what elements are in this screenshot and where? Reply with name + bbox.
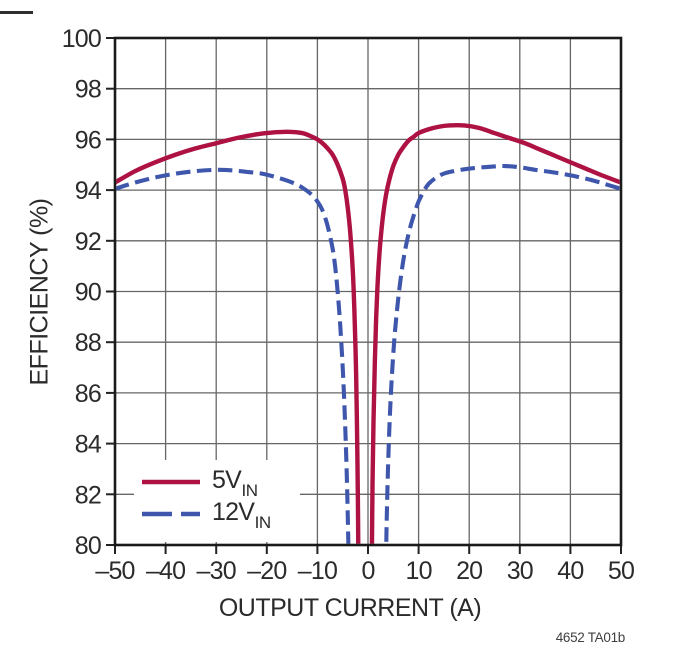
figure-caption: 4652 TA01b (555, 630, 626, 645)
y-tick-label: 98 (75, 76, 101, 104)
y-axis-title: EFFICIENCY (%) (25, 198, 54, 386)
legend-label-12vin: 12VIN (212, 497, 271, 532)
x-tick-label: –10 (298, 557, 337, 585)
legend-label-5vin: 5VIN (212, 465, 258, 500)
y-tick-label: 80 (75, 532, 101, 560)
x-tick-label: 50 (608, 557, 634, 585)
curve-5vin (116, 129, 361, 544)
x-tick-label: 30 (507, 557, 533, 585)
x-tick-label: 40 (557, 557, 583, 585)
y-tick-label: 100 (62, 25, 101, 53)
y-tick-label: 86 (75, 380, 101, 408)
y-tick-label: 90 (75, 279, 101, 307)
x-tick-label: –40 (146, 557, 185, 585)
x-axis-title: OUTPUT CURRENT (A) (218, 594, 482, 622)
x-tick-label: 10 (405, 557, 431, 585)
y-tick-label: 94 (75, 177, 102, 205)
legend-item-5vin: 5VIN (142, 465, 258, 500)
y-tick-label: 82 (75, 481, 101, 509)
y-tick-label: 84 (75, 431, 102, 459)
legend: 5VIN 12VIN (134, 460, 300, 542)
y-tick-label: 92 (75, 228, 101, 256)
x-tick-label: 0 (361, 557, 374, 585)
x-tick-label: –50 (95, 557, 134, 585)
legend-item-12vin: 12VIN (142, 497, 271, 532)
legend-line-12vin-dashed (142, 511, 200, 517)
curve-12vin (116, 167, 351, 544)
screenshot-corner-artifact (0, 11, 33, 14)
plot-frame (113, 36, 623, 547)
y-tick-label: 96 (75, 126, 101, 154)
curve-5vin (369, 123, 620, 544)
x-tick-label: –20 (247, 557, 286, 585)
y-tick-label: 88 (75, 329, 101, 357)
legend-line-5vin-solid (142, 479, 200, 485)
curve-12vin (384, 163, 620, 544)
x-tick-label: –30 (197, 557, 236, 585)
x-tick-label: 20 (456, 557, 482, 585)
